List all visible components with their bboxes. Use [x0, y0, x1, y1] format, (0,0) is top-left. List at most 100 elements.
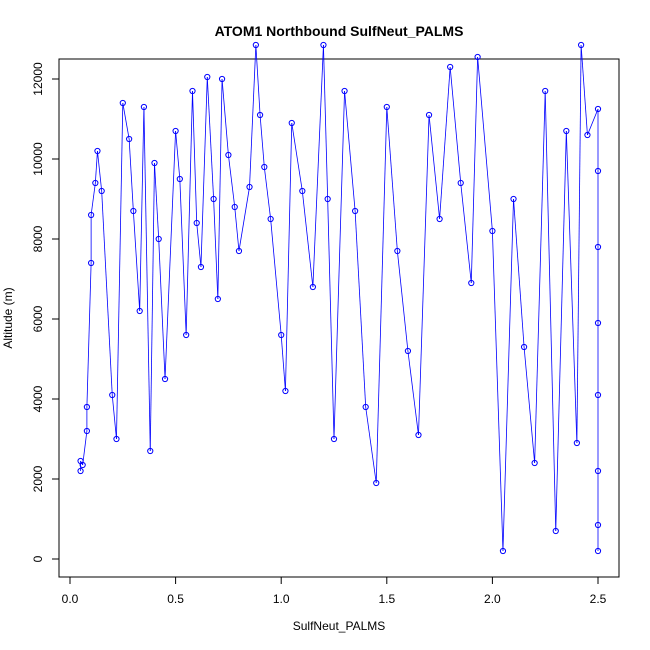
y-axis: 0 2000 4000 6000 8000 10000 12000: [31, 62, 60, 562]
data-point: [214, 295, 221, 303]
data-point: [563, 127, 570, 135]
series-segment: [312, 44, 324, 288]
y-tick-label: 10000: [31, 142, 45, 176]
series-segment: [534, 90, 546, 464]
data-point: [176, 175, 183, 183]
data-point: [193, 219, 200, 227]
data-point: [578, 41, 585, 49]
series-segment: [587, 108, 599, 136]
series-lines: [80, 44, 599, 552]
series-segment: [175, 130, 181, 180]
x-tick-label: 2.0: [484, 592, 501, 606]
series-segment: [285, 122, 293, 392]
data-point: [126, 135, 133, 143]
series-segment: [470, 56, 479, 284]
series-segment: [238, 186, 250, 252]
data-point: [161, 375, 169, 383]
data-point: [83, 427, 90, 435]
data-point: [155, 235, 162, 243]
series-segment: [565, 130, 578, 444]
series-segment: [555, 130, 567, 532]
y-tick-label: 6000: [31, 305, 45, 332]
data-point: [594, 467, 602, 475]
data-point: [415, 431, 422, 439]
x-tick-label: 1.0: [273, 592, 290, 606]
x-axis-label: SulfNeut_PALMS: [293, 619, 386, 633]
data-point: [235, 247, 243, 255]
data-point: [594, 167, 602, 175]
series-segment: [122, 102, 130, 140]
series-segment: [513, 198, 525, 348]
series-segment: [576, 44, 582, 444]
series-segment: [139, 106, 145, 312]
series-segment: [116, 102, 124, 440]
data-point: [436, 215, 443, 223]
chart-title: ATOM1 Northbound SulfNeut_PALMS: [215, 23, 464, 39]
series-segment: [128, 138, 134, 212]
data-point: [362, 403, 369, 411]
data-point: [373, 479, 380, 487]
data-point: [189, 87, 196, 95]
x-tick-label: 2.5: [590, 592, 607, 606]
data-point: [109, 391, 116, 399]
data-point: [246, 183, 253, 191]
data-point: [594, 521, 602, 529]
series-segment: [90, 182, 96, 216]
series-segment: [196, 222, 202, 268]
y-tick-label: 4000: [31, 385, 45, 412]
data-point: [282, 387, 289, 395]
y-tick-label: 2000: [31, 465, 45, 492]
series-segment: [502, 198, 514, 552]
data-point: [94, 147, 101, 155]
series-segment: [158, 238, 166, 380]
data-point: [584, 131, 591, 139]
series-segment: [428, 114, 440, 220]
series-segment: [323, 44, 329, 200]
x-axis: 0.0 0.5 1.0 1.5 2.0 2.5: [62, 576, 607, 606]
data-point: [278, 331, 285, 339]
series-segment: [154, 162, 160, 240]
series-segment: [259, 114, 265, 168]
series-segment: [523, 346, 536, 464]
series-segment: [86, 262, 92, 408]
series-segment: [327, 198, 335, 440]
data-point: [151, 159, 158, 167]
series-segment: [111, 394, 117, 440]
data-point: [79, 461, 86, 469]
data-point: [218, 75, 226, 83]
data-point: [474, 53, 481, 61]
series-segment: [263, 166, 272, 220]
series-segment: [344, 90, 356, 212]
series-segment: [101, 190, 113, 396]
series-segment: [280, 334, 286, 392]
data-point: [83, 403, 90, 411]
data-point: [594, 319, 602, 327]
data-point: [77, 467, 84, 475]
data-point: [489, 227, 496, 235]
series-segment: [255, 44, 261, 116]
data-point: [140, 103, 148, 111]
data-point: [88, 259, 95, 267]
data-point: [256, 111, 264, 119]
series-segment: [206, 76, 215, 200]
series-segment: [143, 106, 151, 452]
y-tick-label: 12000: [31, 62, 45, 96]
data-point: [383, 103, 390, 111]
y-tick-label: 0: [31, 555, 45, 562]
data-point: [225, 151, 232, 159]
data-point: [320, 41, 327, 49]
series-segment: [149, 162, 155, 452]
data-point: [147, 447, 154, 455]
data-point: [204, 73, 211, 81]
data-point: [457, 179, 464, 187]
data-point: [594, 547, 602, 555]
data-point: [267, 215, 274, 223]
series-segment: [449, 66, 462, 184]
data-point: [594, 105, 602, 113]
data-point: [299, 187, 306, 195]
data-point: [119, 99, 126, 107]
series-segment: [492, 230, 504, 552]
data-point: [510, 195, 517, 203]
series-segment: [375, 106, 388, 484]
